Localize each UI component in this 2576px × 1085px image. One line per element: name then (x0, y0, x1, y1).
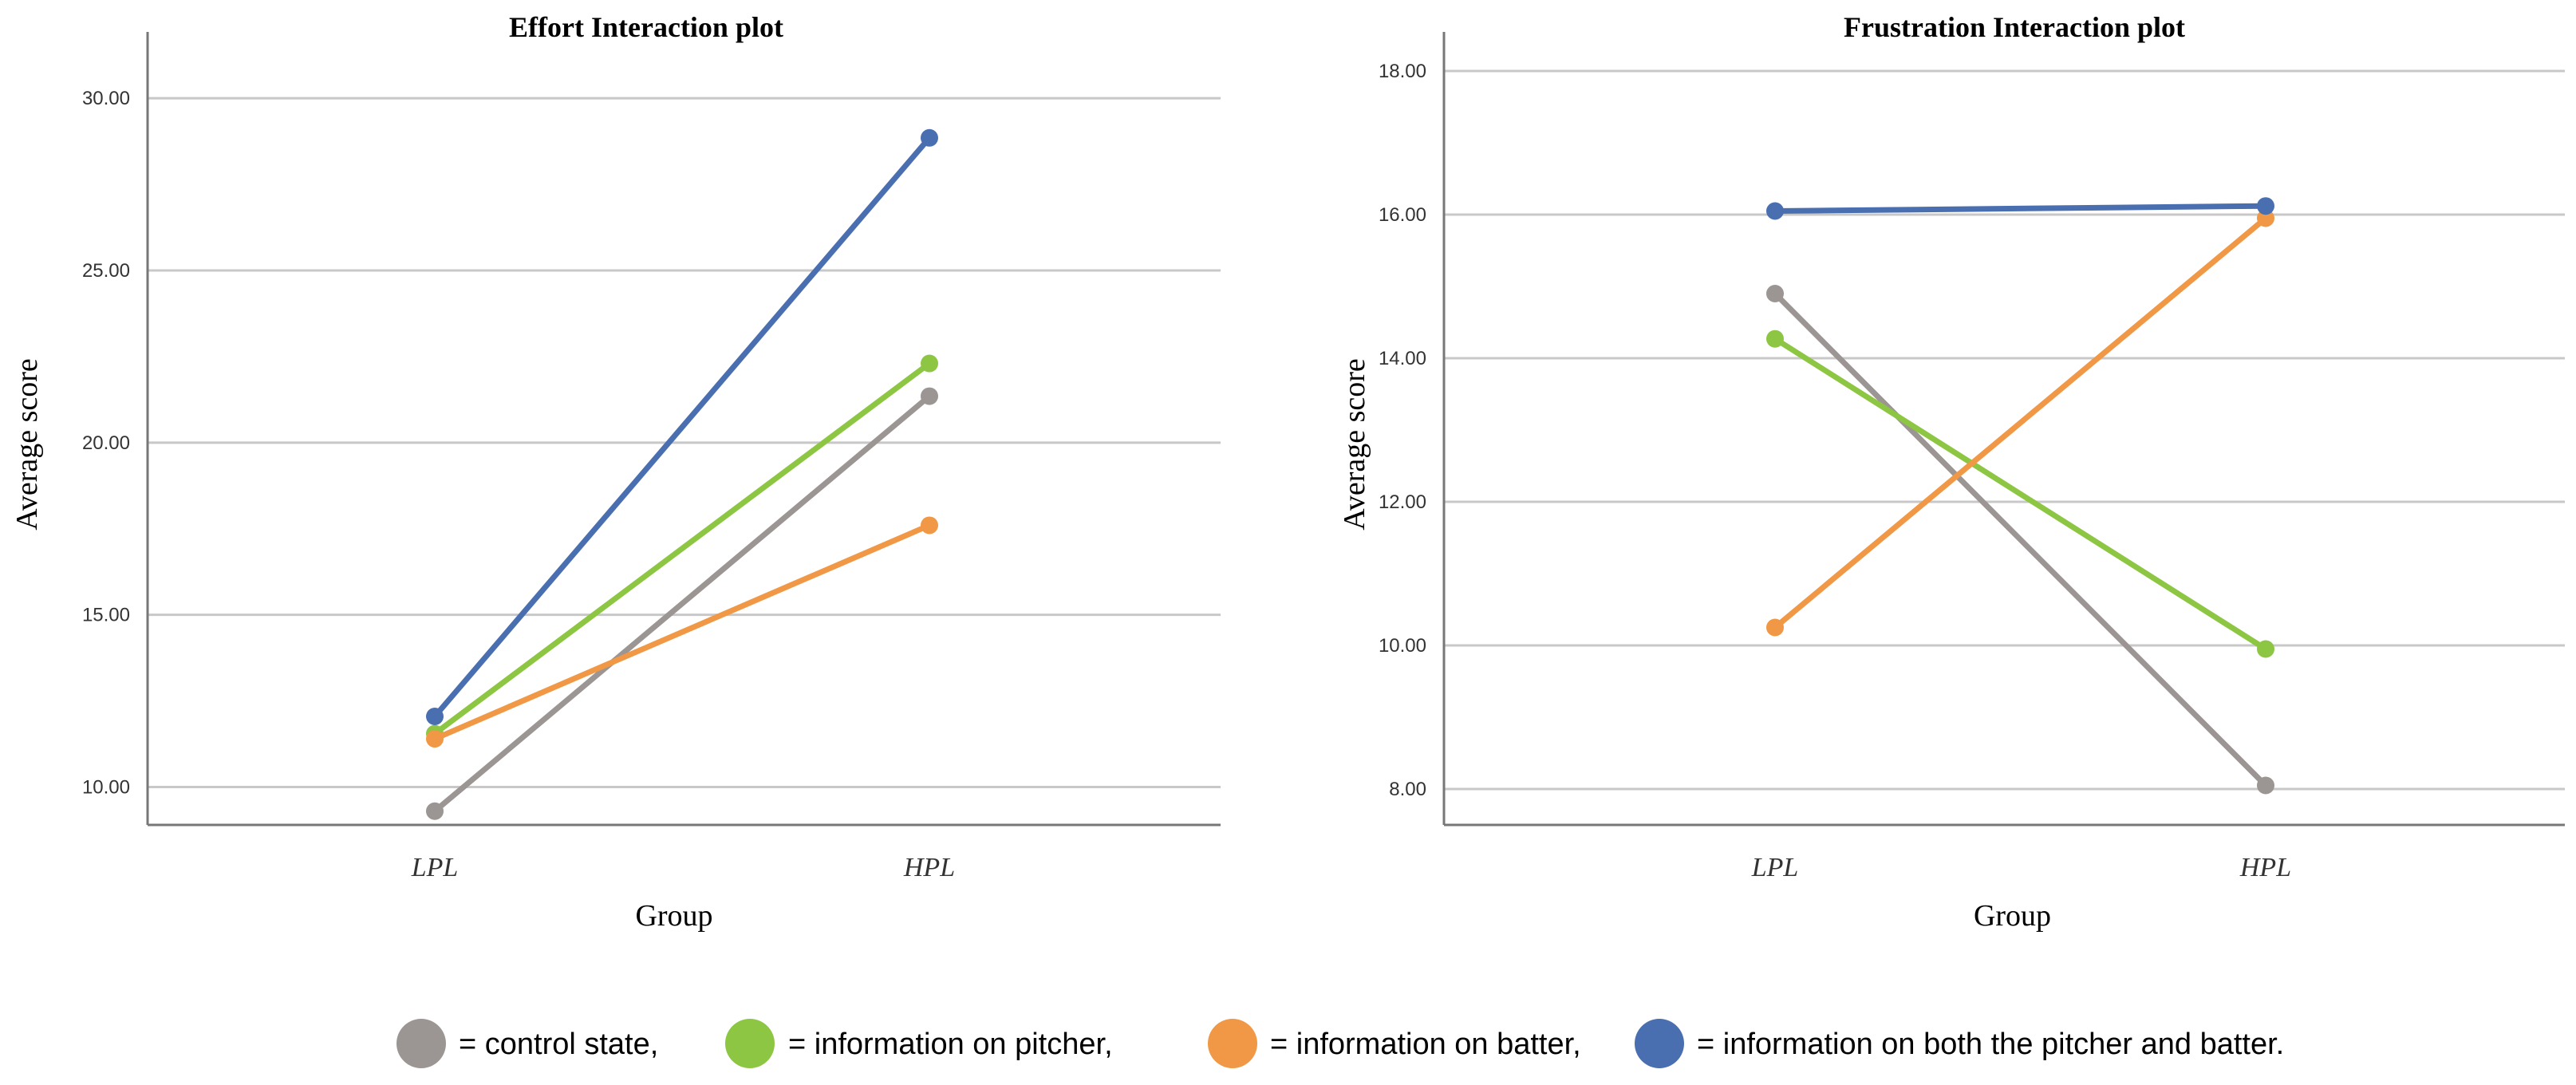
data-point-batter (1766, 618, 1784, 637)
y-tick-label: 14.00 (1379, 348, 1426, 369)
chart-title: Frustration Interaction plot (1844, 11, 2185, 43)
y-tick-label: 16.00 (1379, 204, 1426, 226)
y-tick-label: 25.00 (82, 260, 130, 282)
series-line-batter (432, 522, 933, 742)
series-line-control (432, 393, 933, 815)
legend-marker-both (1635, 1019, 1684, 1068)
legend-marker-control (396, 1019, 446, 1068)
data-point-both (2257, 197, 2274, 215)
data-point-control (1766, 285, 1784, 302)
x-tick-label: HPL (903, 853, 955, 882)
legend-marker-pitcher (725, 1019, 775, 1068)
data-point-both (426, 708, 444, 726)
y-tick-label: 30.00 (82, 88, 130, 109)
data-point-batter (2257, 209, 2274, 227)
series-line-both (1772, 203, 2269, 214)
y-tick-label: 18.00 (1379, 61, 1426, 82)
y-axis-label: Average score (10, 358, 44, 531)
data-point-control (426, 802, 444, 820)
data-point-batter (426, 730, 444, 748)
series-line-both (432, 135, 933, 720)
legend-marker-batter (1208, 1019, 1257, 1068)
data-point-control (921, 387, 938, 405)
x-axis-label: Group (1974, 899, 2051, 933)
data-point-both (921, 128, 938, 147)
effort-chart: Effort Interaction plot 10.00 15.00 20.00 25… (10, 11, 1221, 933)
data-point-pitcher (921, 354, 938, 373)
data-point-pitcher (2257, 640, 2274, 658)
y-tick-label: 10.00 (82, 777, 130, 799)
series-line-control (1772, 290, 2269, 788)
y-tick-label: 15.00 (82, 605, 130, 626)
series-line-pitcher (1772, 336, 2269, 652)
legend: = control state, = information on pitcher… (396, 1019, 2284, 1068)
x-tick-label: LPL (1751, 853, 1799, 882)
x-tick-label: LPL (411, 853, 459, 882)
chart-title: Effort Interaction plot (509, 11, 783, 43)
y-tick-label: 10.00 (1379, 635, 1426, 657)
frustration-chart: Frustration Interaction plot 8.00 10.00 12.… (1338, 11, 2565, 933)
x-axis-label: Group (635, 899, 712, 933)
data-point-batter (921, 516, 938, 535)
legend-label-batter: = information on batter, (1270, 1028, 1581, 1061)
x-tick-label: HPL (2239, 853, 2291, 882)
data-point-pitcher (1766, 329, 1784, 348)
legend-label-pitcher: = information on pitcher, (788, 1028, 1113, 1061)
series-line-pitcher (432, 361, 933, 737)
y-tick-label: 8.00 (1389, 779, 1426, 800)
y-tick-label: 20.00 (82, 432, 130, 454)
data-point-both (1766, 202, 1784, 220)
series-line-batter (1772, 215, 2269, 630)
y-tick-label: 12.00 (1379, 491, 1426, 513)
legend-label-both: = information on both the pitcher and ba… (1697, 1028, 2284, 1061)
data-point-control (2257, 776, 2274, 795)
legend-label-control: = control state, (459, 1028, 658, 1061)
y-axis-label: Average score (1338, 358, 1371, 531)
